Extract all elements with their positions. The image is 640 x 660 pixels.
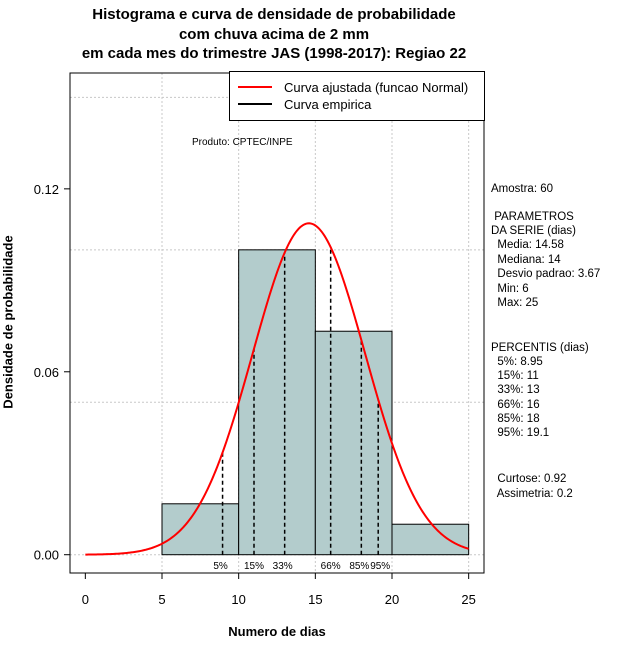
stat-param-title1: PARAMETROS: [491, 211, 574, 223]
legend-swatch-fitted: [238, 86, 272, 88]
x-tick-label: 5: [158, 592, 165, 607]
stat-percentis-title: PERCENTIS (dias): [491, 342, 589, 354]
chart-title-line3: em cada mes do trimestre JAS (1998-2017)…: [81, 45, 467, 62]
stat-p33: 33%: 13: [491, 384, 540, 396]
percentile-label: 5%: [213, 561, 228, 572]
histogram-bar: [161, 503, 240, 556]
produto-label: Produto: CPTEC/INPE: [192, 137, 293, 148]
chart-legend: Curva ajustada (funcao Normal) Curva emp…: [229, 71, 485, 121]
chart-title-line2: com chuva acima de 2 mm: [178, 26, 370, 43]
x-tick-label: 20: [385, 592, 399, 607]
stat-param-title2: DA SERIE (dias): [491, 225, 576, 237]
y-tick-label: 0.06: [34, 365, 59, 380]
fitted-normal-curve: [85, 222, 469, 556]
stat-p5: 5%: 8.95: [491, 356, 543, 368]
histogram-bar: [238, 249, 316, 556]
percentile-label: 66%: [321, 561, 341, 572]
stat-desvio: Desvio padrao: 3.67: [491, 268, 601, 280]
stat-min: Min: 6: [491, 283, 529, 295]
x-axis-label: Numero de dias: [228, 624, 326, 639]
stat-media: Media: 14.58: [491, 239, 564, 251]
percentile-label: 95%: [370, 561, 390, 572]
percentile-label: 33%: [273, 561, 293, 572]
percentile-label: 15%: [244, 561, 264, 572]
histogram-bar: [391, 523, 470, 556]
stat-p66: 66%: 16: [491, 399, 540, 411]
chart-title-line1: Histograma e curva de densidade de proba…: [92, 6, 456, 23]
stat-mediana: Mediana: 14: [491, 254, 561, 266]
legend-label-fitted: Curva ajustada (funcao Normal): [284, 79, 469, 95]
stat-max: Max: 25: [491, 297, 539, 309]
legend-item-empirical: Curva empirica: [238, 96, 371, 112]
legend-item-fitted: Curva ajustada (funcao Normal): [238, 79, 468, 95]
legend-swatch-empirical: [238, 103, 272, 105]
y-tick-label: 0.00: [34, 548, 59, 563]
stat-p85: 85%: 18: [491, 413, 540, 425]
stat-assimetria: Assimetria: 0.2: [491, 488, 573, 500]
histogram-bar: [314, 330, 393, 556]
x-tick-label: 0: [82, 592, 89, 607]
percentile-label: 85%: [349, 561, 369, 572]
y-tick-label: 0.12: [34, 182, 59, 197]
x-tick-label: 10: [231, 592, 245, 607]
stat-curtose: Curtose: 0.92: [491, 473, 567, 485]
stat-p15: 15%: 11: [491, 370, 539, 382]
y-axis-label: Densidade de probabilidade: [0, 235, 16, 409]
x-tick-label: 25: [461, 592, 475, 607]
stat-amostra: Amostra: 60: [491, 183, 553, 195]
legend-label-empirical: Curva empirica: [284, 96, 372, 112]
x-tick-label: 15: [308, 592, 322, 607]
stat-p95: 95%: 19.1: [491, 427, 550, 439]
